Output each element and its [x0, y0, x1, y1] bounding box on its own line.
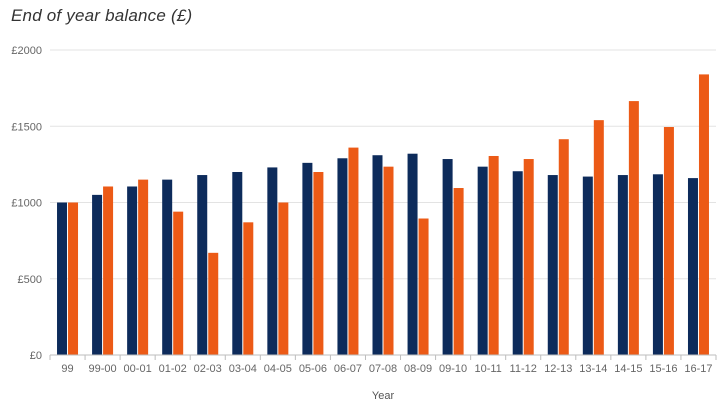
- bar-series-1: [232, 172, 243, 355]
- bar-series-1: [302, 162, 313, 355]
- x-tick-label: 14-15: [614, 363, 642, 375]
- x-tick-label: 99: [61, 363, 73, 375]
- bar-series-1: [407, 153, 418, 355]
- bar-series-1: [337, 158, 348, 355]
- bar-series-2: [68, 202, 79, 355]
- bar-series-2: [208, 252, 219, 355]
- bar-series-2: [103, 186, 114, 355]
- y-tick-label: £2000: [11, 45, 42, 57]
- bar-series-1: [547, 175, 558, 355]
- bar-series-2: [593, 120, 604, 356]
- bar-series-1: [442, 159, 453, 355]
- bar-series-2: [243, 222, 254, 355]
- bar-series-1: [687, 178, 698, 355]
- gridlines: [50, 49, 716, 280]
- x-tick-label: 10-11: [474, 363, 501, 375]
- x-tick-label: 13-14: [579, 363, 607, 375]
- bar-series-1: [57, 202, 68, 355]
- bar-series-1: [617, 175, 628, 355]
- bar-series-1: [512, 171, 523, 355]
- bar-series-2: [628, 101, 639, 356]
- x-tick-label: 11-12: [510, 363, 537, 375]
- bar-series-1: [267, 167, 278, 355]
- bar-series-2: [138, 179, 149, 355]
- x-tick-label: 01-02: [159, 363, 187, 375]
- x-tick-label: 05-06: [299, 363, 327, 375]
- bar-series-1: [162, 179, 173, 355]
- bar-series-2: [278, 202, 289, 355]
- x-tick-label: 06-07: [334, 363, 362, 375]
- bar-series-2: [313, 172, 324, 355]
- x-tick-label: 16-17: [684, 363, 712, 375]
- bar-series-2: [523, 159, 534, 355]
- y-tick-label: £1000: [11, 198, 42, 210]
- y-tick-label: £0: [30, 350, 42, 362]
- x-tick-label: 12-13: [544, 363, 572, 375]
- chart-title: End of year balance (£): [11, 6, 193, 25]
- y-tick-label: £500: [18, 274, 42, 286]
- x-axis-title: Year: [372, 390, 395, 402]
- bar-series-2: [558, 139, 569, 355]
- x-tick-label: 02-03: [194, 363, 222, 375]
- bar-series-1: [477, 166, 488, 355]
- x-tick-label: 15-16: [649, 363, 677, 375]
- x-tick-label: 09-10: [439, 363, 467, 375]
- x-tick-label: 99-00: [89, 363, 117, 375]
- bar-series-2: [453, 188, 464, 355]
- bar-series-2: [663, 127, 674, 355]
- bar-series-1: [127, 186, 138, 355]
- bar-series-1: [652, 174, 663, 355]
- y-tick-label: £1500: [11, 121, 42, 133]
- x-tick-label: 07-08: [369, 363, 397, 375]
- x-tick-label: 04-05: [264, 363, 292, 375]
- bar-series-1: [197, 175, 208, 355]
- x-tick-label: 00-01: [124, 363, 152, 375]
- bar-series-2: [383, 166, 394, 355]
- bar-series-2: [418, 218, 429, 355]
- bars: [57, 74, 709, 356]
- bar-series-1: [582, 176, 593, 355]
- bar-series-2: [698, 74, 709, 356]
- x-tick-label: 08-09: [404, 363, 432, 375]
- x-tick-label: 03-04: [229, 363, 257, 375]
- bar-series-1: [372, 155, 383, 355]
- bar-series-2: [173, 211, 184, 355]
- bar-series-2: [488, 155, 499, 355]
- bar-series-1: [92, 194, 103, 355]
- axes: £0 £500 £1000 £1500 £2000 99 99-00 00-01 01-02 02…: [11, 45, 717, 375]
- bar-series-2: [348, 147, 359, 355]
